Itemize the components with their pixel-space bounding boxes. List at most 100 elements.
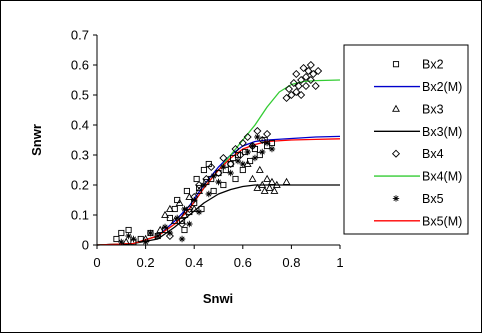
data-point-bx5	[254, 133, 261, 141]
legend-label-bx3: Bx3	[422, 102, 444, 116]
data-point-bx4	[292, 69, 301, 79]
legend-label-bx3m: Bx3(M)	[422, 125, 462, 139]
y-tick-label: 0.7	[71, 28, 89, 43]
data-point-bx5	[239, 160, 246, 168]
legend-label-bx5: Bx5	[422, 192, 444, 206]
data-point-bx4	[309, 69, 318, 79]
series-line-bx5m	[96, 138, 341, 246]
axes: 0 0.1 0.2 0.3 0.4 0.5 0.6 0.7 0 0.2 0.4 0.6 0.8 1	[71, 28, 344, 271]
data-point-bx4	[178, 219, 187, 229]
data-point-bx4	[304, 66, 313, 76]
data-point-bx3	[270, 186, 279, 194]
data-point-bx4	[306, 75, 315, 85]
data-point-bx4	[306, 60, 315, 70]
data-point-bx4	[202, 174, 211, 184]
data-point-bx4	[292, 87, 301, 97]
data-point-bx3	[265, 183, 274, 191]
data-point-bx5	[249, 142, 256, 150]
data-point-bx3	[267, 177, 276, 185]
legend-label-bx2: Bx2	[422, 58, 444, 72]
x-tick-label: 0	[93, 255, 100, 270]
data-point-bx5	[178, 235, 186, 243]
legend-marker-bx5	[392, 195, 400, 202]
data-point-bx4	[248, 141, 257, 151]
data-point-bx2	[125, 226, 132, 234]
y-tick-label: 0.3	[71, 148, 89, 163]
data-point-bx4	[282, 93, 291, 103]
data-point-bx2	[193, 175, 200, 183]
data-point-bx5	[118, 238, 125, 246]
data-point-bx3	[258, 180, 267, 188]
data-point-bx4	[289, 78, 298, 88]
x-tick-label: 0.8	[282, 255, 300, 270]
data-point-bx5	[227, 169, 234, 177]
legend-box	[343, 44, 469, 235]
data-point-bx3	[122, 237, 131, 245]
legend-marker-bx4	[391, 149, 401, 158]
y-tick-label: 0.5	[71, 88, 89, 103]
data-point-bx4	[301, 72, 311, 82]
data-point-bx3	[180, 210, 189, 218]
data-point-bx2	[113, 235, 120, 243]
data-point-bx3	[243, 159, 252, 167]
y-axis-label: Snwr	[29, 124, 44, 156]
data-point-bx4	[231, 144, 240, 154]
data-point-bx3	[165, 204, 174, 212]
data-point-bx4	[238, 138, 247, 148]
data-point-bx4	[226, 159, 235, 169]
data-point-bx5	[166, 229, 174, 237]
data-point-bx5	[142, 238, 149, 246]
data-point-bx4	[299, 63, 308, 73]
legend-label-bx2m: Bx2(M)	[422, 80, 462, 94]
data-point-bx5	[215, 178, 222, 186]
data-point-bx5	[154, 232, 161, 240]
data-point-bx5	[181, 205, 188, 213]
data-point-bx4	[243, 132, 252, 142]
data-point-bx4	[297, 75, 306, 85]
data-point-bx3	[248, 174, 257, 182]
data-point-bx5	[200, 181, 208, 189]
data-point-bx5	[186, 220, 193, 228]
data-point-bx4	[185, 204, 194, 214]
data-point-bx2	[166, 214, 173, 222]
data-point-bx5	[234, 157, 242, 165]
x-tick-label: 0.6	[234, 255, 252, 270]
y-tick-label: 0.2	[71, 178, 89, 193]
data-point-bx3	[255, 165, 264, 173]
data-point-bx5	[147, 229, 154, 237]
data-point-bx3	[195, 186, 204, 194]
data-point-bx2	[186, 208, 193, 216]
data-point-bx5	[125, 232, 132, 240]
plot-area	[96, 60, 341, 246]
data-point-bx4	[294, 81, 303, 91]
data-point-bx3	[282, 177, 291, 185]
y-tick-label: 0.4	[71, 118, 89, 133]
data-point-bx4	[301, 81, 311, 91]
series-line-bx4m	[96, 79, 341, 246]
data-point-bx5	[161, 223, 169, 231]
data-point-bx2	[200, 166, 207, 174]
data-point-bx2	[220, 181, 227, 189]
data-point-bx2	[178, 217, 186, 225]
data-point-bx5	[130, 235, 137, 243]
data-point-bx5	[263, 139, 271, 147]
legend-marker-bx3	[392, 104, 400, 112]
data-point-bx5	[259, 148, 266, 156]
data-point-bx5	[191, 196, 198, 204]
data-point-bx2	[210, 187, 217, 195]
x-tick-label: 1	[336, 255, 343, 270]
data-point-bx4	[287, 90, 296, 100]
data-point-bx4	[195, 180, 204, 190]
data-point-bx5	[195, 208, 203, 216]
y-tick-label: 0.6	[71, 58, 89, 73]
data-point-bx5	[210, 172, 217, 180]
data-point-bx3	[272, 180, 281, 188]
legend: Bx2 Bx2(M) Bx3 Bx3(M) Bx4 Bx4(M) Bx5 Bx5(M)	[343, 44, 469, 235]
data-point-bx4	[284, 84, 294, 94]
series-line-bx2m	[96, 135, 341, 246]
legend-marker-bx2	[392, 61, 400, 68]
data-point-bx5	[268, 145, 276, 153]
data-point-bx5	[205, 190, 212, 198]
data-point-bx4	[258, 135, 267, 145]
